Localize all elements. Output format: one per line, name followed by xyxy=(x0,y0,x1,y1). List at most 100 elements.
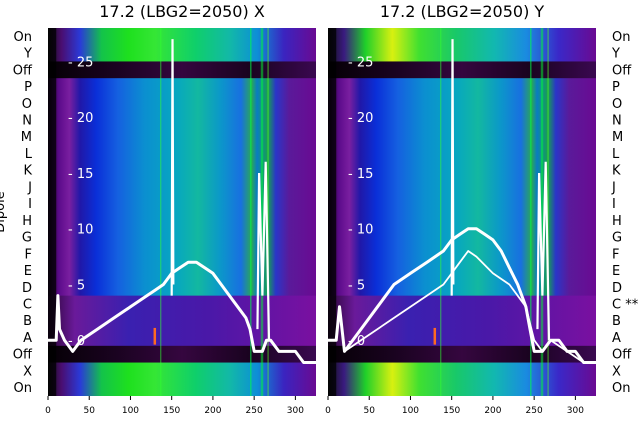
heatmap-row xyxy=(48,245,316,263)
panel-y: - 25- 20- 15- 10- 5- 017.2 (LBG2=2050) Y… xyxy=(325,2,639,416)
heatmap-row xyxy=(48,145,316,163)
row-label: N xyxy=(612,114,622,129)
row-label: K xyxy=(23,164,32,179)
overlay-tick-label: - 20 xyxy=(348,111,373,126)
heatmap-streak xyxy=(440,28,442,396)
heatmap-marker xyxy=(433,327,437,345)
heatmap-streak xyxy=(530,28,532,396)
overlay-tick-label: - 25 xyxy=(348,55,373,70)
x-tick-label: 0 xyxy=(45,406,51,416)
heatmap-field xyxy=(328,28,596,396)
row-label: B xyxy=(612,314,621,329)
overlay-tick-label: - 15 xyxy=(348,167,373,182)
heatmap-row xyxy=(48,161,316,180)
row-label: On xyxy=(14,30,32,45)
x-tick-label: 250 xyxy=(526,406,543,416)
overlay-line xyxy=(328,250,596,364)
row-label: B xyxy=(23,314,32,329)
heatmap-row xyxy=(48,362,316,380)
row-label: P xyxy=(612,80,620,95)
overlay-tick-label: - 20 xyxy=(68,111,93,126)
row-label: F xyxy=(612,247,619,262)
heatmap-row xyxy=(48,44,316,63)
heatmap-row xyxy=(328,345,596,364)
heatmap-row xyxy=(48,262,316,280)
x-tick-label: 0 xyxy=(325,406,331,416)
heatmap-row xyxy=(328,78,596,96)
overlay-spike xyxy=(170,39,175,296)
row-label: G xyxy=(612,231,622,246)
chart-title: 17.2 (LBG2=2050) X xyxy=(99,2,265,21)
row-label: X xyxy=(612,364,621,379)
x-tick-label: 150 xyxy=(443,406,460,416)
x-tick-label: 300 xyxy=(287,406,304,416)
heatmap-row xyxy=(48,212,316,230)
x-tick-label: 300 xyxy=(567,406,584,416)
row-label: Y xyxy=(611,47,620,62)
row-label: E xyxy=(612,264,620,279)
row-label: P xyxy=(24,80,32,95)
heatmap-row xyxy=(48,178,316,196)
row-label: L xyxy=(612,147,620,162)
row-label: J xyxy=(611,180,616,195)
row-label: Y xyxy=(23,47,32,62)
overlay-tick-label: - 5 xyxy=(68,278,85,293)
heatmap-row xyxy=(48,195,316,213)
heatmap-row xyxy=(48,379,316,396)
row-label: On xyxy=(612,30,630,45)
heatmap-row xyxy=(328,161,596,180)
row-label: O xyxy=(612,97,622,112)
x-tick-label: 250 xyxy=(246,406,263,416)
row-label: O xyxy=(22,97,32,112)
heatmap-row xyxy=(48,312,316,330)
heatmap-row xyxy=(328,94,596,113)
heatmap-row xyxy=(48,111,316,129)
overlay-spike xyxy=(536,161,551,341)
heatmap-row xyxy=(328,195,596,213)
row-label: H xyxy=(22,214,32,229)
row-label: H xyxy=(612,214,622,229)
row-label: I xyxy=(28,197,32,212)
row-label: A xyxy=(23,331,32,346)
overlay-spike xyxy=(450,39,455,296)
x-tick-label: 200 xyxy=(204,406,221,416)
row-label: D xyxy=(22,281,32,296)
heatmap-streak xyxy=(547,28,549,396)
y-axis-label: Dipole xyxy=(0,191,8,232)
overlay-tick-label: - 15 xyxy=(68,167,93,182)
heatmap-edge xyxy=(328,28,337,396)
heatmap-row xyxy=(328,278,596,297)
row-label: D xyxy=(612,281,622,296)
overlay-tick-label: - 5 xyxy=(348,278,365,293)
row-label: Off xyxy=(13,348,33,363)
row-label: X xyxy=(23,364,32,379)
overlay-spike xyxy=(256,161,271,341)
heatmap-row xyxy=(328,245,596,263)
row-label: Off xyxy=(612,348,632,363)
heatmap-row xyxy=(328,61,596,79)
heatmap-row xyxy=(48,78,316,96)
row-label: M xyxy=(612,130,623,145)
x-tick-label: 150 xyxy=(163,406,180,416)
row-label: N xyxy=(22,114,32,129)
heatmap-row xyxy=(328,379,596,396)
row-label: L xyxy=(25,147,33,162)
heatmap-row xyxy=(328,262,596,280)
panel-x: - 25 - 20 - 15 - 10 - 5 - 0 17.2 (LBG2=2050) X… xyxy=(0,2,316,416)
heatmap-row xyxy=(48,28,316,46)
x-tick-label: 200 xyxy=(484,406,501,416)
row-label: G xyxy=(22,231,32,246)
overlay-tick-label: - 0 xyxy=(68,334,85,349)
x-tick-label: 100 xyxy=(122,406,139,416)
heatmap-row xyxy=(48,329,316,347)
heatmap-row xyxy=(328,329,596,347)
row-label: On xyxy=(612,381,630,396)
heatmap-row xyxy=(328,111,596,129)
heatmap-row xyxy=(328,362,596,380)
chart-title: 17.2 (LBG2=2050) Y xyxy=(380,2,545,21)
heatmap-row xyxy=(328,178,596,196)
row-label: On xyxy=(14,381,32,396)
heatmap-field xyxy=(48,28,316,396)
heatmap-row xyxy=(48,61,316,79)
heatmap-row xyxy=(48,295,316,313)
